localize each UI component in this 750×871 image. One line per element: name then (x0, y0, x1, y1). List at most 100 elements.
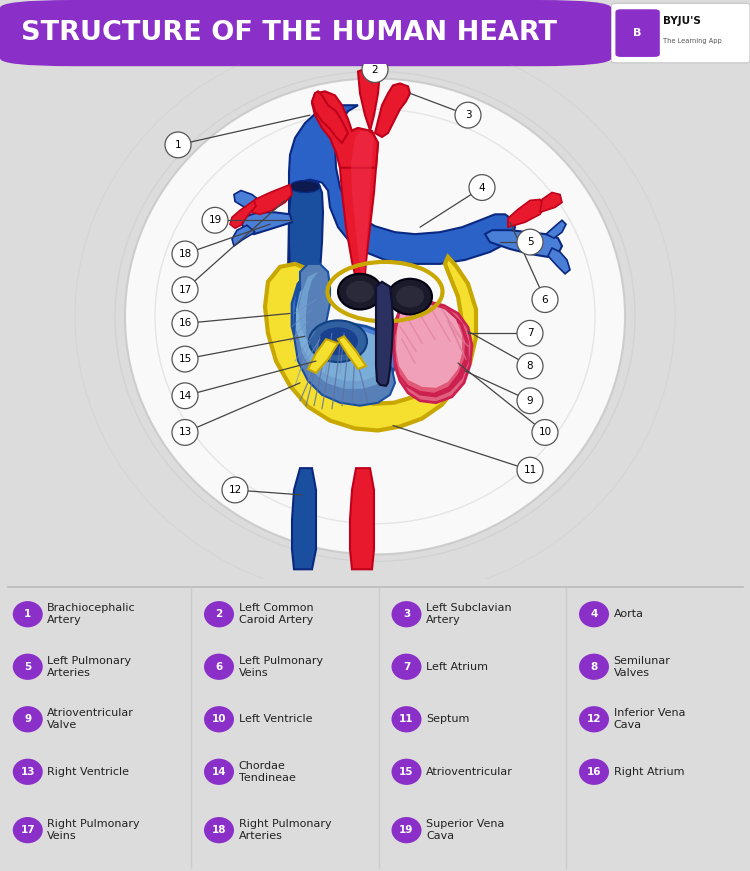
Ellipse shape (388, 279, 432, 314)
Polygon shape (396, 305, 462, 388)
Text: Left Atrium: Left Atrium (426, 662, 488, 672)
Polygon shape (546, 220, 566, 238)
Ellipse shape (338, 273, 382, 309)
Text: 16: 16 (586, 766, 602, 777)
FancyBboxPatch shape (616, 10, 660, 57)
Circle shape (172, 241, 198, 267)
Text: Left Common
Caroid Artery: Left Common Caroid Artery (238, 604, 314, 625)
Polygon shape (312, 91, 378, 168)
Text: 4: 4 (478, 183, 485, 192)
Circle shape (172, 383, 198, 408)
Text: Right Pulmonary
Arteries: Right Pulmonary Arteries (238, 819, 332, 841)
Text: 7: 7 (403, 662, 410, 672)
Ellipse shape (13, 601, 43, 627)
Circle shape (517, 353, 543, 379)
Circle shape (517, 388, 543, 414)
Ellipse shape (204, 706, 234, 733)
Text: 17: 17 (178, 285, 192, 294)
Text: Atrioventricular
Valve: Atrioventricular Valve (47, 708, 134, 730)
Ellipse shape (13, 817, 43, 843)
Text: 3: 3 (465, 110, 471, 120)
Text: 17: 17 (20, 825, 35, 835)
Polygon shape (485, 230, 562, 257)
Text: STRUCTURE OF THE HUMAN HEART: STRUCTURE OF THE HUMAN HEART (22, 20, 557, 46)
Circle shape (469, 175, 495, 200)
Text: 3: 3 (403, 609, 410, 619)
Text: 5: 5 (24, 662, 32, 672)
Text: Superior Vena
Cava: Superior Vena Cava (426, 819, 505, 841)
Circle shape (517, 321, 543, 346)
Polygon shape (289, 180, 323, 287)
Text: 7: 7 (526, 328, 533, 338)
Polygon shape (351, 131, 374, 281)
Polygon shape (375, 84, 410, 137)
Text: Left Pulmonary
Arteries: Left Pulmonary Arteries (47, 656, 131, 678)
Ellipse shape (392, 601, 422, 627)
Text: Left Pulmonary
Veins: Left Pulmonary Veins (238, 656, 322, 678)
Text: Aorta: Aorta (614, 609, 644, 619)
Polygon shape (350, 468, 374, 570)
Ellipse shape (204, 653, 234, 680)
Ellipse shape (204, 759, 234, 785)
Polygon shape (393, 301, 472, 402)
Polygon shape (265, 257, 476, 430)
Circle shape (362, 57, 388, 83)
Text: 9: 9 (526, 395, 533, 406)
Ellipse shape (125, 78, 625, 555)
Polygon shape (540, 192, 562, 213)
Polygon shape (250, 185, 292, 214)
Text: B: B (634, 28, 642, 38)
Text: 10: 10 (211, 714, 226, 725)
Polygon shape (232, 226, 255, 246)
Text: 4: 4 (590, 609, 598, 619)
Ellipse shape (392, 817, 422, 843)
Text: Atrioventricular: Atrioventricular (426, 766, 513, 777)
Ellipse shape (13, 706, 43, 733)
Ellipse shape (579, 653, 609, 680)
Polygon shape (294, 264, 395, 406)
Polygon shape (296, 290, 388, 381)
Polygon shape (376, 281, 393, 386)
Ellipse shape (318, 327, 358, 355)
Ellipse shape (392, 653, 422, 680)
Text: 9: 9 (24, 714, 32, 725)
Circle shape (517, 229, 543, 255)
Text: 1: 1 (24, 609, 32, 619)
Circle shape (172, 310, 198, 336)
Text: 12: 12 (586, 714, 602, 725)
Circle shape (172, 346, 198, 372)
Circle shape (455, 102, 481, 128)
Polygon shape (548, 248, 570, 273)
Text: 6: 6 (215, 662, 223, 672)
Text: 2: 2 (215, 609, 223, 619)
Circle shape (532, 420, 558, 445)
Text: 15: 15 (399, 766, 414, 777)
Text: Left Ventricle: Left Ventricle (238, 714, 312, 725)
Ellipse shape (290, 180, 320, 192)
Polygon shape (312, 91, 348, 143)
Text: 16: 16 (178, 319, 192, 328)
Polygon shape (230, 200, 256, 228)
Circle shape (532, 287, 558, 313)
Polygon shape (358, 69, 380, 133)
Text: Right Atrium: Right Atrium (614, 766, 684, 777)
Ellipse shape (346, 280, 374, 302)
Polygon shape (338, 336, 366, 369)
Ellipse shape (204, 817, 234, 843)
Text: 12: 12 (228, 485, 242, 495)
Circle shape (202, 207, 228, 233)
Text: 11: 11 (524, 465, 537, 476)
Text: 13: 13 (20, 766, 35, 777)
Text: 1: 1 (175, 140, 181, 150)
Polygon shape (234, 191, 262, 213)
Text: 13: 13 (178, 428, 192, 437)
Text: 2: 2 (372, 64, 378, 75)
Ellipse shape (392, 759, 422, 785)
Text: 19: 19 (209, 215, 222, 226)
Polygon shape (242, 213, 292, 234)
Circle shape (222, 477, 248, 503)
Ellipse shape (579, 601, 609, 627)
Ellipse shape (13, 653, 43, 680)
Text: The Learning App: The Learning App (662, 38, 722, 44)
Text: 11: 11 (399, 714, 414, 725)
